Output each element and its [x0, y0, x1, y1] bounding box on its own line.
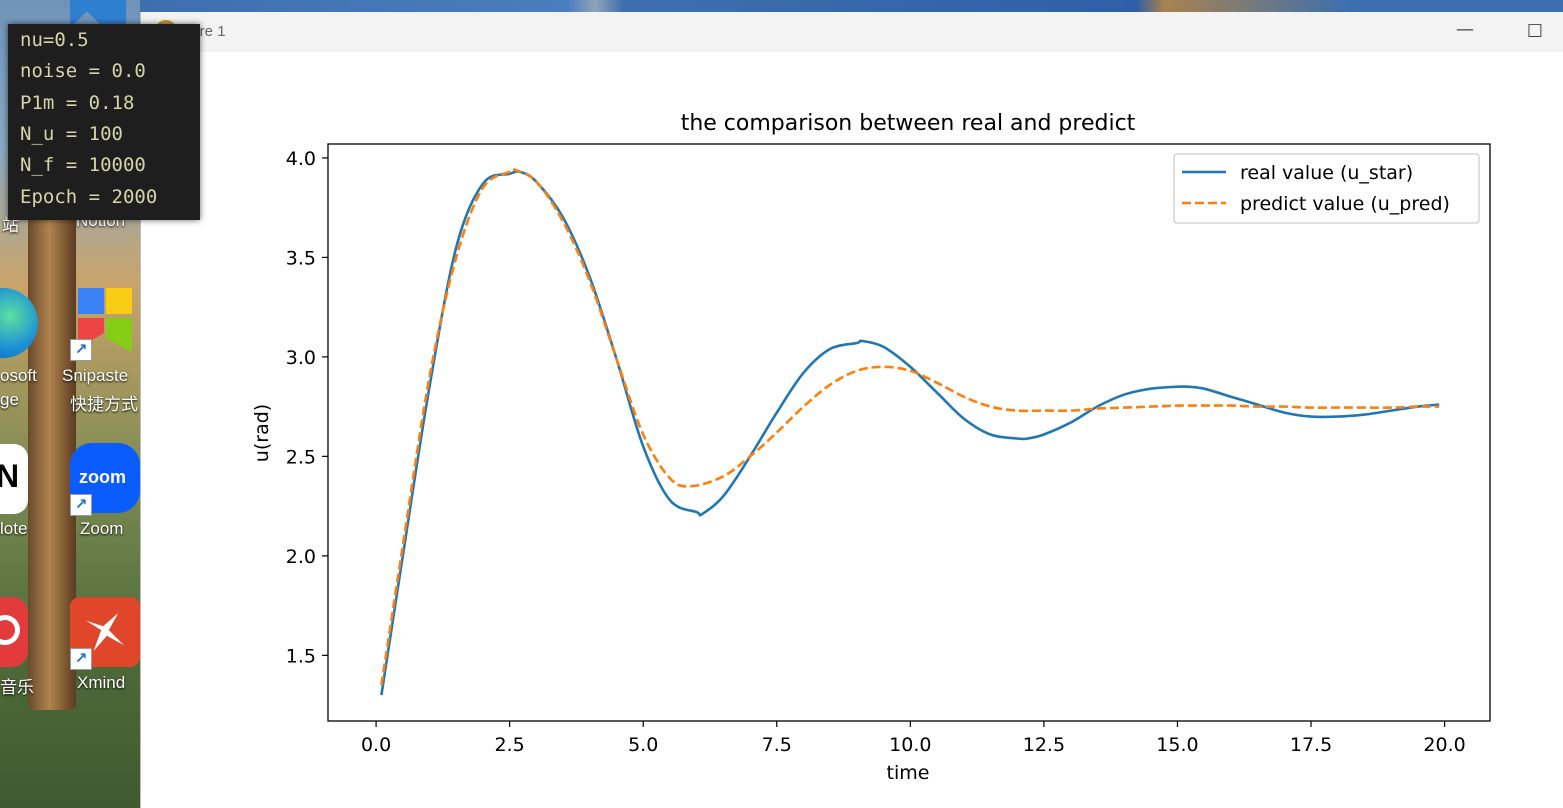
desktop-icon-label: 站	[2, 216, 19, 235]
legend-box	[1173, 153, 1480, 224]
xmind-mark-icon	[86, 613, 124, 651]
y-tick-label: 3.0	[286, 347, 316, 369]
y-axis-ticks: 1.5 2.0 2.5 3.0 3.5 4.0	[286, 148, 328, 667]
terminal-line: P1m = 0.18	[20, 92, 135, 114]
x-tick-label: 20.0	[1423, 734, 1465, 756]
desktop-icon-label: Zoom	[80, 519, 124, 538]
snipaste-icon[interactable]	[78, 288, 134, 352]
desktop-icon-label: 快捷方式	[70, 395, 138, 414]
zoom-badge-text: zoom	[79, 467, 126, 487]
chart-title: the comparison between real and predict	[681, 111, 1136, 136]
desktop-icon-label: osoft	[0, 366, 37, 385]
desktop-icon-label: Xmind	[77, 673, 126, 692]
desktop-icon-label: 音乐	[0, 678, 34, 697]
x-tick-label: 5.0	[628, 734, 658, 756]
minimize-button[interactable]: —	[1456, 19, 1474, 40]
legend: real value (u_star) predict value (u_pre…	[1173, 153, 1480, 224]
legend-pred-label: predict value (u_pred)	[1240, 193, 1450, 215]
y-tick-label: 3.5	[286, 247, 316, 269]
n-letter: N	[0, 458, 20, 494]
figure-window: gure 1 — ☐ the comparison between real a…	[140, 12, 1563, 808]
x-tick-label: 7.5	[762, 734, 792, 756]
tree-trunk-decoration	[28, 190, 76, 710]
desktop-icon-label: lote	[0, 519, 28, 538]
terminal-line: noise = 0.0	[20, 60, 146, 82]
maximize-button[interactable]: ☐	[1526, 21, 1544, 42]
desktop-icon-label: Snipaste	[62, 366, 129, 385]
x-tick-label: 15.0	[1156, 734, 1198, 756]
shortcut-arrow-icon: ↗	[70, 494, 92, 516]
x-tick-label: 0.0	[361, 734, 391, 756]
y-tick-label: 4.0	[286, 148, 316, 170]
series-line-real	[380, 170, 1440, 696]
desktop-icon-label: ge	[0, 390, 19, 409]
background-window-strip	[140, 0, 1563, 12]
series-layer	[380, 167, 1440, 696]
xmind-icon[interactable]	[70, 597, 140, 667]
x-tick-label: 10.0	[889, 734, 931, 756]
terminal-line: N_f = 10000	[20, 154, 146, 176]
plot-canvas[interactable]: the comparison between real and predict …	[141, 52, 1562, 808]
y-tick-label: 2.5	[286, 446, 316, 468]
shortcut-arrow-icon: ↗	[70, 648, 92, 670]
y-tick-label: 2.0	[286, 546, 316, 568]
series-line-predict	[380, 167, 1440, 686]
x-tick-label: 12.5	[1023, 734, 1065, 756]
x-tick-label: 2.5	[495, 734, 525, 756]
legend-real-label: real value (u_star)	[1240, 162, 1413, 184]
plot-axes-frame	[327, 143, 1491, 722]
shortcut-arrow-icon: ↗	[70, 339, 92, 361]
netease-music-icon[interactable]	[0, 597, 28, 667]
terminal-line: Epoch = 2000	[20, 186, 158, 208]
music-swirl-icon	[0, 615, 20, 645]
y-axis-label: u(rad)	[251, 404, 273, 462]
y-tick-label: 1.5	[286, 645, 316, 667]
terminal-line: nu=0.5	[20, 29, 89, 51]
window-titlebar[interactable]: gure 1 — ☐	[141, 12, 1563, 52]
terminal-line: N_u = 100	[20, 123, 123, 145]
x-axis-ticks: 0.0 2.5 5.0 7.5 10.0 12.5 15.0 17.5 20.0	[361, 721, 1466, 756]
x-tick-label: 17.5	[1290, 734, 1332, 756]
terminal-output-overlay: nu=0.5 noise = 0.0 P1m = 0.18 N_u = 100 …	[8, 24, 200, 220]
x-axis-label: time	[887, 762, 930, 784]
notion-n-icon[interactable]: N	[0, 444, 28, 514]
